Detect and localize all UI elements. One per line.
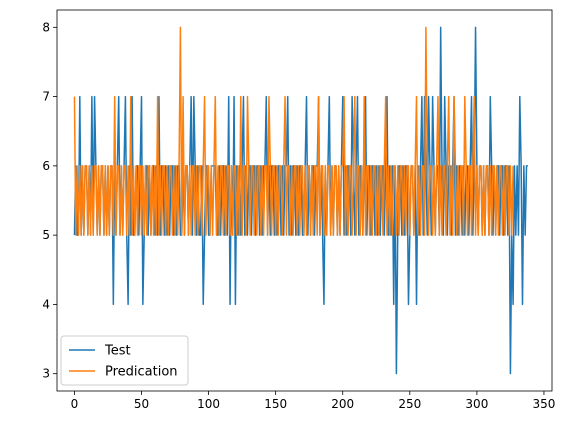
x-tick-label: 150 (264, 397, 287, 411)
legend: Test Predication (61, 336, 188, 385)
x-axis: 0 50 100 150 200 250 300 350 (71, 391, 556, 411)
x-tick-label: 250 (398, 397, 421, 411)
y-tick-label: 4 (42, 297, 50, 311)
x-tick-label: 300 (465, 397, 488, 411)
legend-label-1: Test (104, 344, 131, 359)
y-tick-label: 7 (42, 90, 50, 104)
x-tick-label: 50 (134, 397, 149, 411)
x-tick-label: 200 (331, 397, 354, 411)
y-tick-label: 3 (42, 367, 50, 381)
legend-label-2: Predication (105, 365, 178, 380)
plot-lines (74, 27, 527, 373)
y-tick-label: 5 (42, 228, 50, 242)
y-tick-label: 6 (42, 159, 50, 173)
y-axis: 3 4 5 6 7 8 (42, 20, 57, 380)
x-tick-label: 0 (71, 397, 79, 411)
x-tick-label: 350 (532, 397, 555, 411)
y-tick-label: 8 (42, 20, 50, 34)
x-tick-label: 100 (197, 397, 220, 411)
